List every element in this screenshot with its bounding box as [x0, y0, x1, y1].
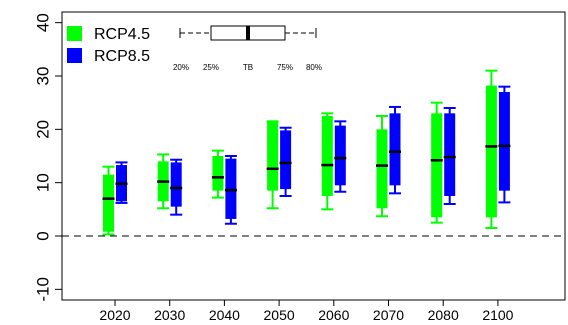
- y-tick-label: 10: [33, 173, 52, 192]
- box-RCP8.5-2030: [170, 158, 183, 216]
- box-RCP8.5-2070: [389, 105, 401, 195]
- box-key: 20% 25% TB 75% 80%: [173, 25, 322, 72]
- legend-swatch: [67, 26, 82, 41]
- box-body: [334, 125, 346, 186]
- legend-label: RCP8.5: [94, 48, 150, 65]
- legend-label: RCP4.5: [94, 26, 150, 43]
- box-body: [389, 113, 401, 186]
- key-label: 20%: [173, 63, 189, 72]
- box-RCP8.5-2080: [443, 107, 456, 205]
- box-RCP4.5-2080: [430, 101, 443, 224]
- box-body: [498, 92, 510, 191]
- key-label: TB: [243, 63, 253, 72]
- legend-swatch: [67, 48, 82, 63]
- y-tick-label: 20: [33, 120, 52, 139]
- y-tick-label: -10: [33, 277, 52, 302]
- box-body: [376, 129, 388, 209]
- box-RCP8.5-2060: [334, 120, 347, 193]
- box-body: [321, 116, 333, 196]
- box-RCP4.5-2040: [211, 149, 224, 199]
- y-tick-label: 0: [33, 231, 52, 240]
- box-RCP8.5-2050: [279, 126, 292, 197]
- box-RCP4.5-2050: [266, 120, 279, 210]
- box-body: [170, 162, 182, 207]
- x-tick-label: 2030: [154, 307, 185, 323]
- x-tick-label: 2100: [482, 307, 513, 323]
- y-tick-label: 40: [33, 13, 52, 32]
- x-tick-label: 2040: [209, 307, 240, 323]
- key-label: 25%: [203, 63, 219, 72]
- plot-frame: [61, 11, 566, 301]
- box-body: [212, 156, 224, 191]
- x-tick-label: 2050: [264, 307, 295, 323]
- y-tick-label: 30: [33, 67, 52, 86]
- box-RCP4.5-2060: [321, 112, 334, 211]
- x-tick-label: 2070: [373, 307, 404, 323]
- box-body: [267, 121, 279, 191]
- box-body: [225, 158, 237, 219]
- box-RCP4.5-2020: [102, 165, 115, 236]
- x-tick-label: 2060: [318, 307, 349, 323]
- box-RCP8.5-2040: [224, 155, 237, 225]
- box-body: [444, 113, 456, 196]
- box-body: [431, 113, 443, 218]
- x-tick-label: 2080: [428, 307, 459, 323]
- box-body: [485, 85, 497, 218]
- key-label: 75%: [277, 63, 293, 72]
- box-RCP4.5-2030: [157, 153, 170, 210]
- x-tick-label: 2020: [99, 307, 130, 323]
- box-RCP4.5-2070: [376, 115, 388, 218]
- legend: RCP4.5 RCP8.5: [67, 26, 150, 65]
- box-RCP4.5-2100: [485, 69, 498, 229]
- box-RCP8.5-2100: [498, 85, 511, 204]
- box-groups: [102, 69, 511, 236]
- box-body: [280, 130, 292, 190]
- box-RCP8.5-2020: [115, 161, 128, 204]
- key-label: 80%: [306, 63, 322, 72]
- box-body: [103, 174, 114, 232]
